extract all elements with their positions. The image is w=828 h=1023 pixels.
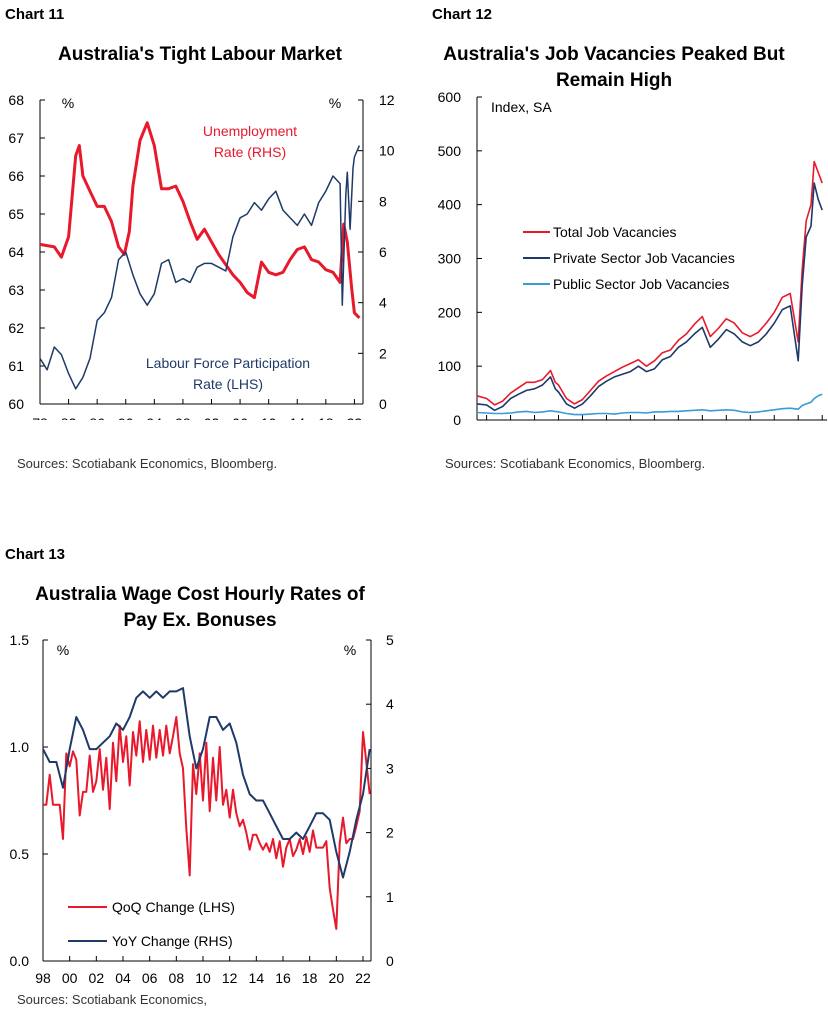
legend-label-yoy: YoY Change (RHS) (112, 933, 233, 949)
chart-11-title: Australia's Tight Labour Market (58, 44, 342, 65)
y-tick-label-right: 0 (379, 396, 387, 412)
chart-13-title-line-1: Australia Wage Cost Hourly Rates of (35, 584, 365, 605)
x-tick-label: 82 (61, 415, 77, 420)
x-tick-label: 78 (32, 415, 48, 420)
y-tick-label-right: 6 (379, 244, 387, 260)
y-tick-label: 500 (438, 143, 462, 159)
y-tick-label-right: 1 (386, 889, 394, 905)
x-tick-label: 18 (318, 415, 334, 420)
x-tick-label: 08 (169, 970, 185, 986)
y-tick-label-right: 3 (386, 760, 394, 776)
x-tick-label: 22 (355, 970, 371, 986)
chart-12-source: Sources: Scotiabank Economics, Bloomberg… (445, 456, 706, 471)
x-tick-label: 02 (204, 415, 220, 420)
x-tick-label: 12 (222, 970, 238, 986)
chart-11-label: Chart 11 (5, 6, 65, 23)
y-tick-label: 0 (453, 412, 461, 428)
x-tick-label: 10 (195, 970, 211, 986)
x-tick-label: 00 (62, 970, 78, 986)
x-tick-label: 98 (35, 970, 51, 986)
y-tick-label-left: 63 (8, 282, 24, 298)
chart-12-plot: 0100200300400500600818487909396990205081… (438, 89, 827, 428)
y-tick-label-right: 4 (379, 295, 387, 311)
chart-13-title-line-2: Pay Ex. Bonuses (123, 610, 277, 631)
y-tick-label: 100 (438, 358, 462, 374)
x-tick-label: 90 (118, 415, 134, 420)
chart-11-panel: Chart 11 Australia's Tight Labour Market… (0, 0, 414, 500)
series-line-participation (39, 145, 361, 390)
x-tick-label: 06 (142, 970, 158, 986)
y-tick-label-left: 0.0 (10, 953, 30, 969)
x-tick-label: 20 (329, 970, 345, 986)
x-tick-label: 02 (89, 970, 105, 986)
y-tick-label-right: 2 (386, 825, 394, 841)
left-unit-label: % (62, 95, 74, 111)
chart-13-panel: Chart 13 Australia Wage Cost Hourly Rate… (0, 540, 414, 1023)
x-tick-label: 04 (115, 970, 131, 986)
series-line-private (476, 182, 823, 412)
y-tick-label-right: 0 (386, 953, 394, 969)
series-line-total (476, 160, 823, 406)
right-unit-label: % (329, 95, 341, 111)
left-unit-label: % (57, 642, 69, 658)
chart-12-label: Chart 12 (432, 6, 493, 23)
chart-11-plot: 6061626364656667680246810127882869094980… (8, 92, 395, 420)
x-tick-label: 10 (261, 415, 277, 420)
y-tick-label-left: 66 (8, 168, 24, 184)
legend-unemployment-line-2: Rate (RHS) (214, 144, 286, 160)
chart-12-title-line-2: Remain High (555, 70, 673, 91)
y-unit-label: Index, SA (491, 99, 552, 115)
x-tick-label: 86 (89, 415, 105, 420)
x-tick-label: 98 (175, 415, 191, 420)
legend-label-private: Private Sector Job Vacancies (553, 250, 735, 266)
y-tick-label-left: 62 (8, 320, 24, 336)
y-tick-label-left: 0.5 (10, 846, 30, 862)
y-tick-label: 200 (438, 304, 462, 320)
x-tick-label: 94 (147, 415, 163, 420)
x-tick-label: 16 (275, 970, 291, 986)
x-tick-label: 18 (302, 970, 318, 986)
y-tick-label-right: 2 (379, 345, 387, 361)
y-tick-label-left: 68 (8, 92, 24, 108)
chart-13-source: Sources: Scotiabank Economics, (17, 992, 208, 1007)
chart-11-source: Sources: Scotiabank Economics, Bloomberg… (17, 456, 278, 471)
series-line-qoq (43, 716, 371, 930)
y-tick-label: 300 (438, 251, 462, 267)
y-tick-label: 400 (438, 197, 462, 213)
y-tick-label-left: 1.0 (10, 739, 30, 755)
y-tick-label-left: 65 (8, 206, 24, 222)
chart-12-title-line-1: Australia's Job Vacancies Peaked But (443, 44, 785, 65)
y-tick-label-right: 8 (379, 193, 387, 209)
y-tick-label-right: 5 (386, 632, 394, 648)
y-tick-label-left: 67 (8, 130, 24, 146)
y-tick-label-left: 61 (8, 358, 24, 374)
y-tick-label-left: 60 (8, 396, 24, 412)
legend-unemployment-line-1: Unemployment (203, 123, 297, 139)
legend-participation-line-2: Rate (LHS) (193, 376, 263, 392)
legend-participation-line-1: Labour Force Participation (146, 355, 310, 371)
x-tick-label: 22 (347, 415, 363, 420)
y-tick-label: 600 (438, 89, 462, 105)
x-tick-label: 14 (249, 970, 265, 986)
x-tick-label: 14 (289, 415, 305, 420)
y-tick-label-right: 10 (379, 143, 395, 159)
series-line-yoy (42, 687, 371, 879)
y-tick-label-right: 4 (386, 696, 394, 712)
legend-label-qoq: QoQ Change (LHS) (112, 899, 235, 915)
chart-12-panel: Chart 12 Australia's Job Vacancies Peake… (414, 0, 828, 500)
y-tick-label-right: 12 (379, 92, 395, 108)
chart-13-label: Chart 13 (5, 546, 66, 563)
legend-label-total: Total Job Vacancies (553, 224, 676, 240)
series-line-public (476, 393, 823, 416)
series-line-unemployment (39, 121, 361, 319)
x-tick-label: 06 (232, 415, 248, 420)
right-unit-label: % (344, 642, 356, 658)
y-tick-label-left: 1.5 (10, 632, 30, 648)
legend-label-public: Public Sector Job Vacancies (553, 276, 729, 292)
y-tick-label-left: 64 (8, 244, 24, 260)
